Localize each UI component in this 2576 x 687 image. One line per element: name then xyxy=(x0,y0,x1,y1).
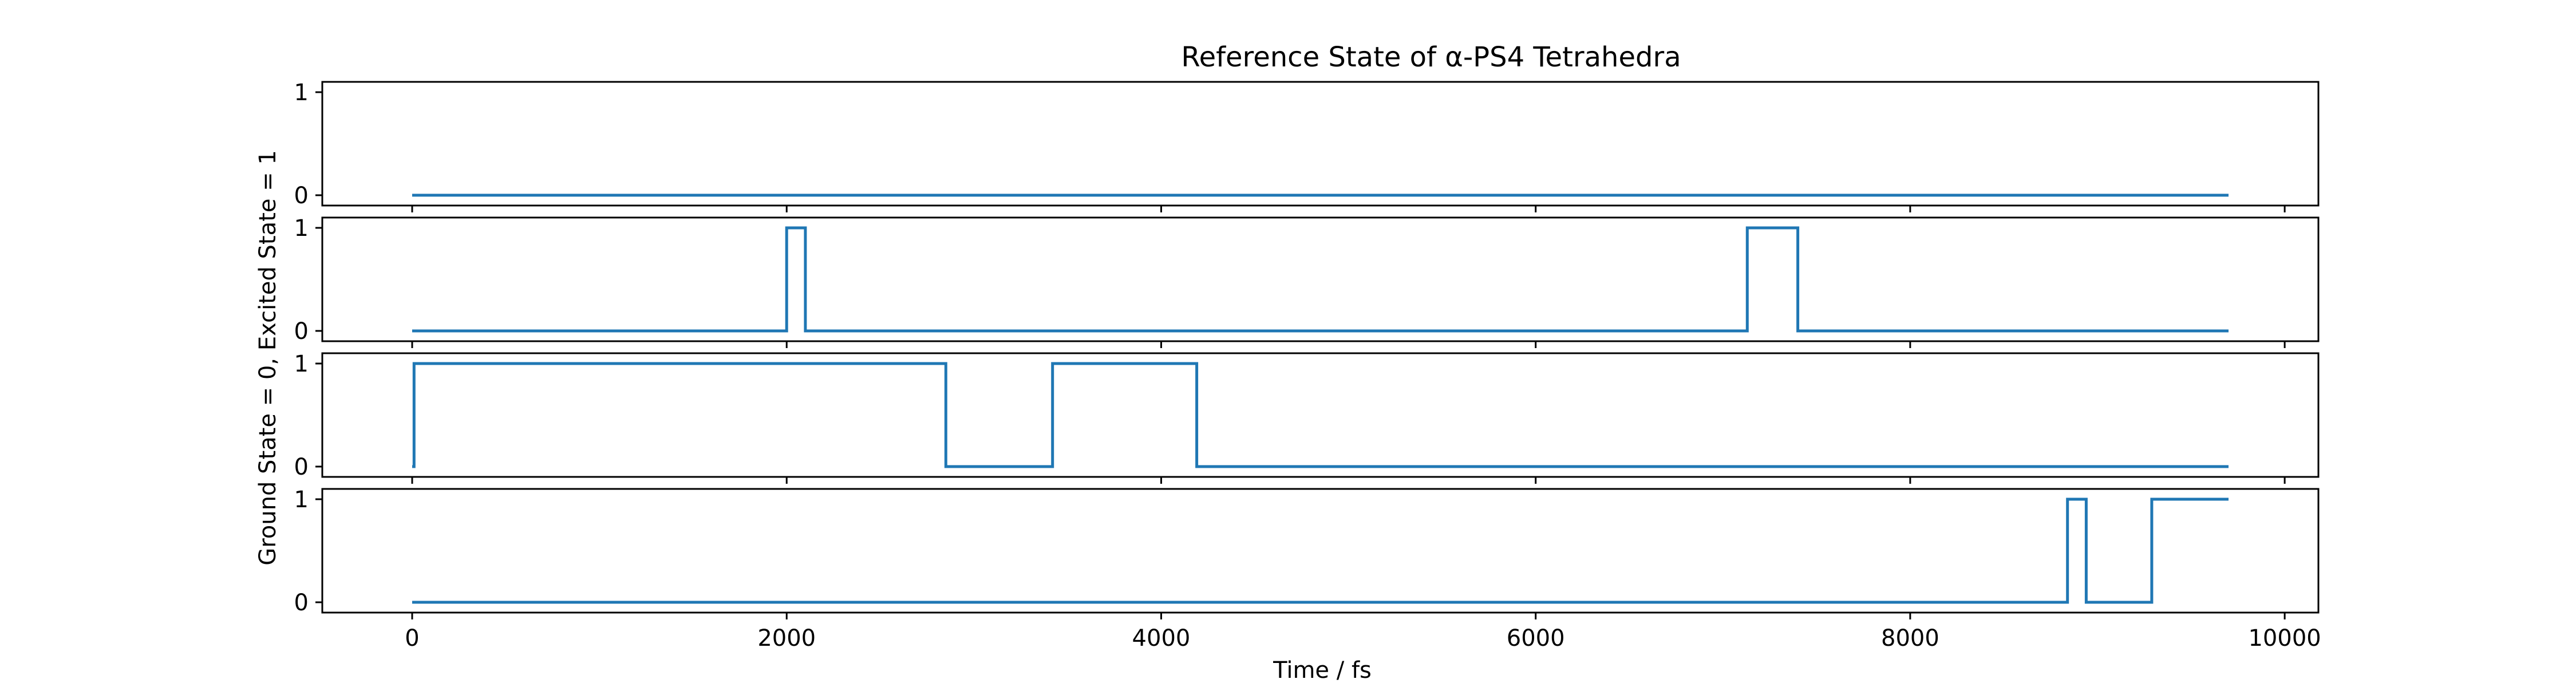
x-tick-label: 0 xyxy=(405,625,419,652)
subplot-frame xyxy=(321,81,2320,207)
series-line-3 xyxy=(412,362,2229,468)
subplot-frame xyxy=(321,488,2320,614)
chart-title: Reference State of α-PS4 Tetrahedra xyxy=(1181,41,1681,73)
y-tick-label: 1 xyxy=(294,80,309,106)
x-tick-label: 10000 xyxy=(2248,625,2321,652)
y-tick-label: 1 xyxy=(294,487,309,513)
y-tick-label: 0 xyxy=(294,318,309,345)
x-axis-label: Time / fs xyxy=(1273,657,1372,684)
x-axis: 0 2000 4000 6000 8000 10000 xyxy=(405,625,2321,652)
subplot-2: 01 xyxy=(294,215,2320,348)
y-tick-label: 0 xyxy=(294,183,309,209)
series-line-2 xyxy=(412,226,2229,333)
y-tick-label: 1 xyxy=(294,351,309,377)
y-tick-label: 0 xyxy=(294,590,309,616)
x-tick-label: 4000 xyxy=(1132,625,1191,652)
series-line-4 xyxy=(412,498,2229,604)
y-axis-label: Ground State = 0, Excited State = 1 xyxy=(255,150,281,566)
subplot-frame xyxy=(321,216,2320,342)
y-tick-label: 0 xyxy=(294,454,309,480)
x-tick-label: 8000 xyxy=(1881,625,1939,652)
subplot-3: 01 xyxy=(294,351,2320,484)
subplot-4: 01 xyxy=(294,487,2320,619)
subplot-1: 01 xyxy=(294,80,2320,212)
y-tick-label: 1 xyxy=(294,215,309,242)
subplot-frame xyxy=(321,352,2320,478)
x-tick-label: 2000 xyxy=(757,625,816,652)
x-tick-label: 6000 xyxy=(1507,625,1565,652)
